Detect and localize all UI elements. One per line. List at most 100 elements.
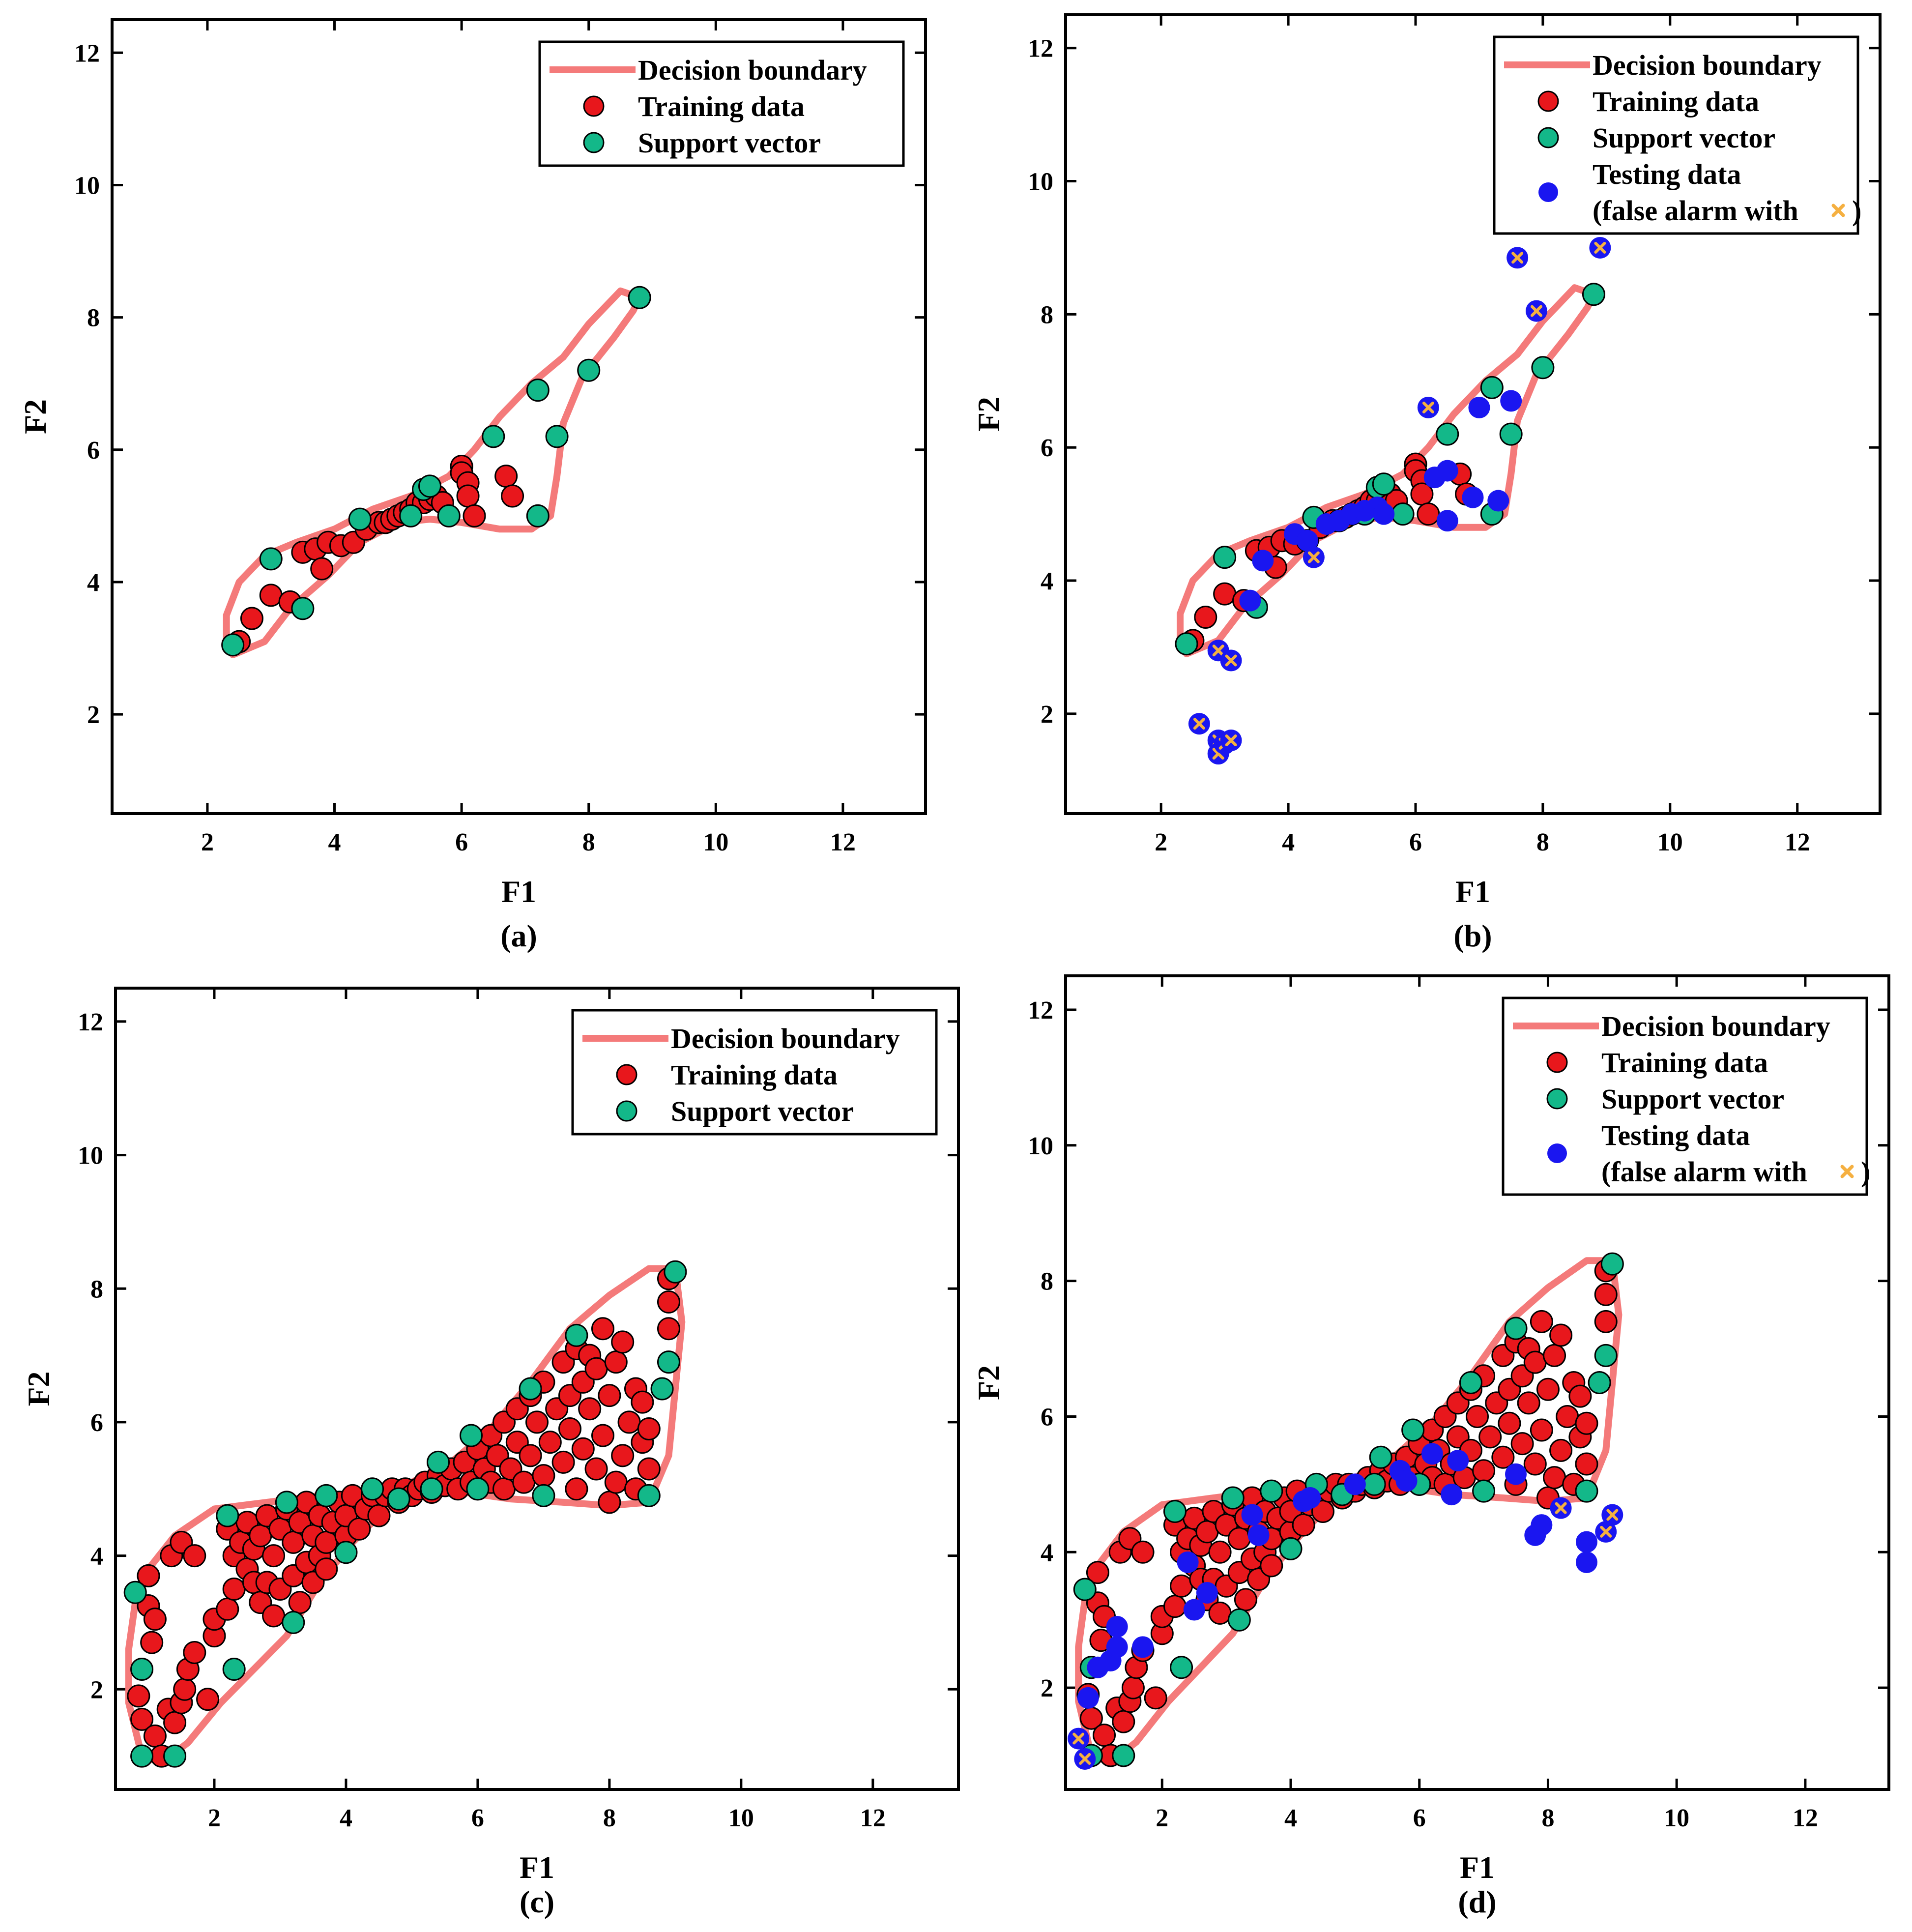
- false-alarm-point: [1525, 300, 1547, 322]
- y-tick-label: 8: [87, 304, 100, 332]
- support-vector-point: [1472, 1479, 1496, 1503]
- training-point: [1543, 1344, 1566, 1367]
- training-point: [1213, 582, 1237, 606]
- series-testing-data: [1077, 1443, 1597, 1709]
- panel-caption: (a): [500, 918, 537, 953]
- legend-testing-swatch: [1547, 1143, 1567, 1163]
- training-point: [591, 1424, 614, 1447]
- training-point: [315, 1557, 338, 1581]
- false-alarm-point: [1601, 1504, 1623, 1526]
- legend-testing-swatch: [1538, 182, 1558, 202]
- support-vector-point: [334, 1541, 358, 1564]
- training-point: [637, 1457, 661, 1481]
- testing-point: [1436, 460, 1458, 482]
- training-point: [631, 1390, 654, 1414]
- training-point: [249, 1524, 272, 1548]
- x-tick-label: 6: [471, 1804, 484, 1832]
- x-tick-label: 8: [1541, 1804, 1554, 1832]
- testing-point: [1247, 1524, 1270, 1546]
- series-training-data: [127, 1267, 680, 1768]
- legend-label-false-alarm: (false alarm with: [1593, 195, 1798, 227]
- training-point: [1478, 1425, 1502, 1449]
- x-tick-label: 4: [1282, 828, 1295, 856]
- legend-label-close-paren: ): [1852, 195, 1861, 227]
- training-point: [262, 1604, 286, 1628]
- y-tick-label: 12: [74, 39, 100, 67]
- y-tick-label: 2: [1041, 1674, 1053, 1702]
- legend-training-swatch: [583, 95, 605, 117]
- training-point: [127, 1684, 150, 1708]
- training-point: [611, 1444, 635, 1467]
- testing-point: [1177, 1551, 1199, 1573]
- training-point: [538, 1431, 562, 1454]
- testing-point: [1421, 1443, 1443, 1465]
- y-tick-label: 6: [1041, 1403, 1053, 1431]
- panel-b: 2 4 6 8 10 12 2 4 6 8 10 12 F1 F2 (b) Decision boundary…: [971, 13, 1882, 953]
- support-vector-point: [420, 1477, 443, 1501]
- support-vector-point: [437, 504, 461, 527]
- support-vector-point: [1279, 1537, 1303, 1560]
- legend-label-training: Training data: [671, 1059, 838, 1091]
- training-point: [1549, 1438, 1573, 1462]
- legend-sv-swatch: [1537, 127, 1559, 148]
- training-point: [584, 1357, 608, 1380]
- support-vector-point: [519, 1377, 542, 1401]
- training-point: [348, 1517, 371, 1541]
- training-point: [1208, 1601, 1232, 1625]
- support-vector-point: [1227, 1608, 1251, 1632]
- y-axis-label: F2: [971, 397, 1006, 432]
- training-point: [163, 1711, 187, 1734]
- testing-point: [1299, 1487, 1321, 1509]
- x-tick-label: 4: [328, 828, 341, 856]
- testing-point: [1395, 1470, 1418, 1492]
- y-tick-label: 6: [90, 1409, 103, 1437]
- x-axis-label: F1: [1460, 1850, 1495, 1885]
- series-support-vector: [1073, 1252, 1624, 1767]
- support-vector-point: [1170, 1656, 1193, 1679]
- y-tick-label: 12: [1028, 35, 1053, 63]
- training-point: [1194, 606, 1217, 629]
- support-vector-point: [418, 474, 441, 498]
- support-vector-point: [565, 1323, 588, 1347]
- testing-point: [1196, 1582, 1218, 1604]
- training-point: [571, 1437, 595, 1461]
- training-point: [1517, 1391, 1540, 1415]
- x-tick-label: 12: [1793, 1804, 1818, 1832]
- series-support-vector: [221, 286, 651, 657]
- training-point: [1260, 1554, 1283, 1578]
- legend-false-alarm-marker: [1831, 204, 1845, 217]
- panels: 2 4 6 8 10 12 2 4 6 8 10 12 F1 F2 (a) Decision boundary…: [18, 13, 1890, 1919]
- support-vector-point: [275, 1491, 298, 1514]
- training-point: [604, 1470, 628, 1494]
- x-tick-label: 8: [1536, 828, 1549, 856]
- support-vector-point: [657, 1350, 680, 1374]
- support-vector-point: [282, 1610, 305, 1634]
- training-point: [1417, 502, 1440, 526]
- legend-label-false-alarm: (false alarm with: [1601, 1156, 1807, 1188]
- y-tick-label: 12: [78, 1008, 103, 1036]
- support-vector-point: [1372, 472, 1395, 496]
- false-alarm-point: [1550, 1497, 1572, 1519]
- x-tick-label: 8: [603, 1804, 616, 1832]
- series-false-alarm: [1188, 236, 1611, 765]
- support-vector-point: [1575, 1479, 1598, 1503]
- training-point: [584, 1457, 608, 1481]
- training-point: [1121, 1676, 1145, 1699]
- panel-a: 2 4 6 8 10 12 2 4 6 8 10 12 F1 F2 (a) Decision boundary…: [18, 18, 927, 953]
- training-point: [598, 1384, 621, 1407]
- testing-point: [1441, 1484, 1463, 1506]
- legend-label-training: Training data: [1593, 86, 1759, 117]
- series-false-alarm: [1068, 1497, 1623, 1770]
- y-tick-label: 8: [1041, 1268, 1053, 1296]
- false-alarm-point: [1068, 1727, 1090, 1750]
- panel-caption: (b): [1453, 918, 1492, 953]
- support-vector-point: [1600, 1252, 1624, 1276]
- testing-point: [1252, 550, 1274, 572]
- x-axis-label: F1: [520, 1850, 554, 1885]
- support-vector-point: [130, 1658, 154, 1681]
- support-vector-point: [650, 1377, 674, 1401]
- training-point: [143, 1724, 167, 1748]
- support-vector-point: [1221, 1486, 1245, 1510]
- training-point: [1491, 1445, 1515, 1469]
- support-vector-point: [1112, 1744, 1135, 1767]
